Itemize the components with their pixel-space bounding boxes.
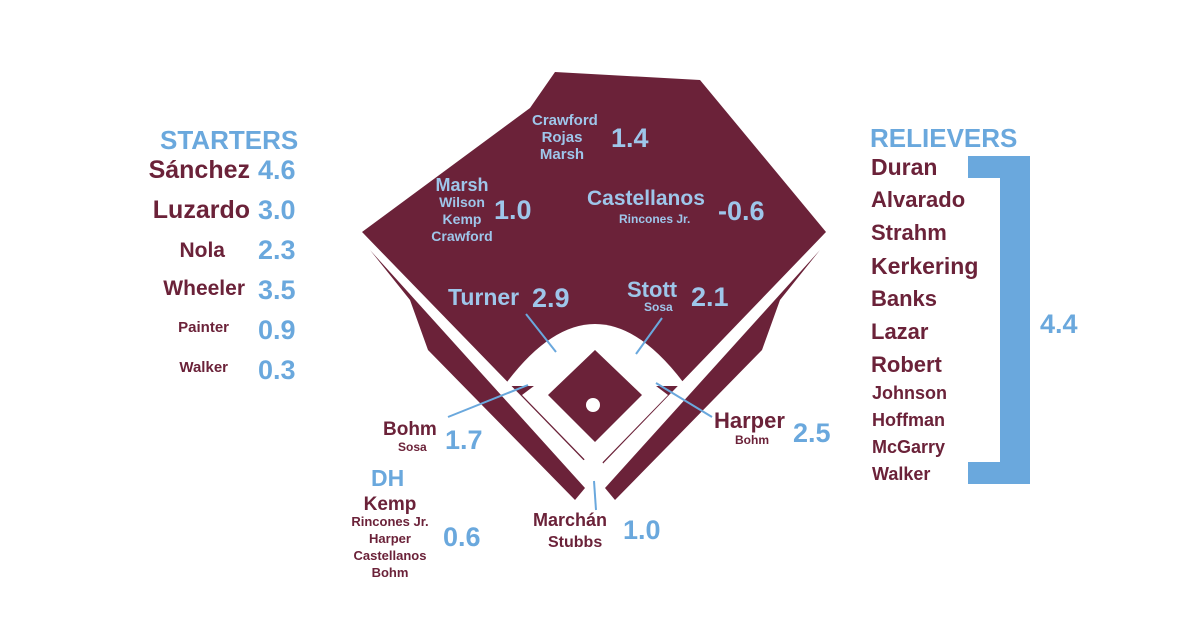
starter-value: 0.9 [258,315,296,345]
right-foul-line [595,232,826,482]
third-base-backup: Sosa [398,440,427,454]
shortstop-connector [525,313,557,353]
infield-grass [548,350,642,442]
center-field-player: Rojas [541,129,583,146]
left-field-player: Crawford [431,228,493,244]
left-field-value: 1.0 [494,195,532,225]
starter-value: 0.3 [258,355,296,385]
first-base-primary: Harper [714,408,785,433]
first-base-value: 2.5 [793,418,831,448]
starter-name: Sánchez [148,156,250,184]
third-base-value: 1.7 [445,425,483,455]
starter-value: 3.5 [258,275,296,305]
starter-name: Nola [179,239,225,262]
reliever-name: Duran [871,154,938,180]
third-base-connector [447,384,529,418]
left-field-player: Wilson [439,194,485,210]
catcher-value: 1.0 [623,515,661,545]
third-base-primary: Bohm [383,419,437,440]
reliever-name: Walker [872,464,931,484]
catcher-connector [593,480,597,511]
starter-name: Wheeler [163,277,245,300]
second-base-backup: Sosa [644,300,673,314]
second-base-value: 2.1 [691,282,729,312]
relievers-heading: RELIEVERS [870,123,1018,153]
starters-heading: STARTERS [160,125,299,155]
starter-name: Walker [179,359,228,376]
dh-backup: Rincones Jr. [351,514,429,529]
reliever-name: Alvarado [871,187,966,212]
center-field-player: Marsh [539,146,585,163]
second-base-primary: Stott [627,277,678,302]
right-foul-territory [605,250,820,500]
first-base-connector [655,382,713,418]
catcher-backup: Stubbs [548,534,603,551]
first-base-backup: Bohm [735,433,769,447]
home-plate [579,457,605,483]
dh-value: 0.6 [443,522,481,552]
reliever-name: Banks [871,286,938,311]
pitchers-mound [586,398,600,412]
left-foul-line [362,232,595,482]
dh-backup: Bohm [371,565,409,580]
center-field-player: Crawford [532,112,598,129]
left-field-player: Kemp [442,211,482,227]
starter-value: 4.6 [258,155,296,185]
shortstop-value: 2.9 [532,283,570,313]
dh-heading: DH [371,465,405,491]
left-foul-territory [370,250,585,500]
reliever-name: Lazar [871,319,929,344]
starter-value: 3.0 [258,195,296,225]
starter-value: 2.3 [258,235,296,265]
right-field-value: -0.6 [718,196,765,226]
reliever-name: McGarry [872,437,946,457]
second-base-connector [635,317,663,355]
relievers-value: 4.4 [1040,309,1078,339]
reliever-name: Kerkering [871,253,979,279]
reliever-name: Johnson [872,383,947,403]
reliever-name: Hoffman [872,410,945,430]
catcher-primary: Marchán [533,510,608,530]
shortstop-primary: Turner [448,284,520,310]
right-field-backup: Rincones Jr. [619,212,691,226]
dh-backup: Harper [369,531,411,546]
left-field-player: Marsh [435,175,489,195]
relievers-bracket [968,156,1030,484]
dh-primary: Kemp [363,494,417,515]
right-field-primary: Castellanos [587,187,705,210]
starter-name: Painter [178,319,229,336]
reliever-name: Robert [871,352,942,377]
outfield [362,72,826,472]
dh-backup: Castellanos [353,548,427,563]
reliever-name: Strahm [871,220,947,245]
starter-name: Luzardo [152,196,250,224]
center-field-value: 1.4 [611,123,649,153]
